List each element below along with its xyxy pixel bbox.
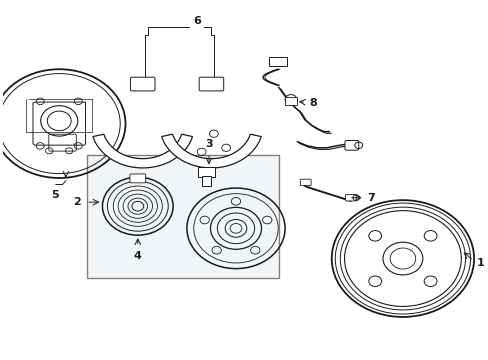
Text: 1: 1 (476, 257, 484, 267)
FancyBboxPatch shape (284, 98, 297, 105)
Text: 7: 7 (367, 193, 375, 203)
FancyBboxPatch shape (202, 176, 210, 186)
Polygon shape (93, 134, 192, 168)
FancyBboxPatch shape (344, 140, 358, 150)
Text: 4: 4 (134, 251, 142, 261)
Text: 3: 3 (205, 139, 212, 149)
Polygon shape (162, 134, 261, 168)
FancyBboxPatch shape (199, 77, 223, 91)
FancyBboxPatch shape (345, 194, 356, 201)
Text: 2: 2 (73, 197, 81, 207)
FancyBboxPatch shape (130, 174, 145, 183)
Text: 6: 6 (192, 16, 200, 26)
Text: 8: 8 (309, 98, 317, 108)
FancyBboxPatch shape (269, 57, 286, 66)
FancyBboxPatch shape (300, 179, 310, 186)
FancyBboxPatch shape (198, 167, 214, 177)
Text: 5: 5 (51, 190, 58, 200)
FancyBboxPatch shape (87, 155, 279, 278)
FancyBboxPatch shape (130, 77, 155, 91)
